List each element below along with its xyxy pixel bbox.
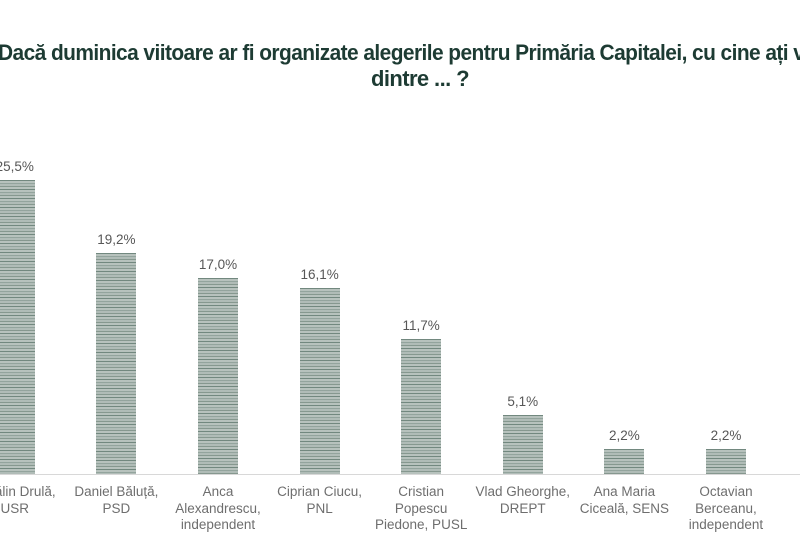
bar-value-label: 11,7%: [402, 318, 440, 333]
bar-group: 19,2%: [66, 232, 168, 474]
bar-value-label: 5,1%: [507, 394, 539, 409]
bar-group: 17,0%: [167, 257, 269, 474]
bar-value-label: 25,5%: [0, 159, 34, 174]
chart-title-line2: dintre ... ?: [371, 66, 470, 91]
bar-value-label: 2,2%: [608, 428, 640, 443]
bar: [96, 253, 137, 474]
bar: [502, 415, 543, 474]
bar-chart: 25,5% 19,2% 17,0% 16,1% 11,7% 5,1% 2,2% 2,2%: [0, 159, 777, 474]
bar-value-label: 2,2%: [710, 428, 742, 443]
bar: [705, 449, 746, 474]
bar-value-label: 19,2%: [97, 232, 136, 247]
category-label: Ana Maria Ciceală, SENS: [579, 484, 669, 516]
bar: [0, 180, 35, 474]
bar: [401, 339, 442, 474]
category-label: Vlad Gheorghe, DREPT: [475, 484, 571, 516]
category-label: Cătălin Drulă, USR: [0, 484, 56, 516]
category-label: Daniel Băluță, PSD: [74, 484, 159, 516]
bar: [197, 278, 238, 474]
category-label: Cristian Popescu Piedone, PUSL: [375, 484, 468, 532]
bar-group: 11,7%: [370, 318, 472, 474]
chart-title-line1: Dacă duminica viitoare ar fi organizate …: [0, 40, 800, 65]
bar-group: 2,2%: [574, 428, 676, 474]
category-label: Anca Alexandrescu, independent: [175, 484, 261, 532]
category-label: Octavian Berceanu, independent: [688, 484, 764, 532]
x-axis-line: [0, 474, 800, 475]
bar-group: 25,5%: [0, 159, 66, 474]
bar-group: 5,1%: [472, 394, 574, 474]
bar-group: 2,2%: [675, 428, 777, 474]
bar-group: 16,1%: [269, 267, 371, 474]
bar-value-label: 16,1%: [300, 267, 339, 282]
category-label: Ciprian Ciucu, PNL: [277, 484, 362, 516]
bar: [299, 288, 340, 474]
category-labels: Cătălin Drulă, USR Daniel Băluță, PSD Anca…: [0, 484, 777, 534]
bar-value-label: 17,0%: [198, 257, 238, 272]
bar: [604, 449, 645, 474]
